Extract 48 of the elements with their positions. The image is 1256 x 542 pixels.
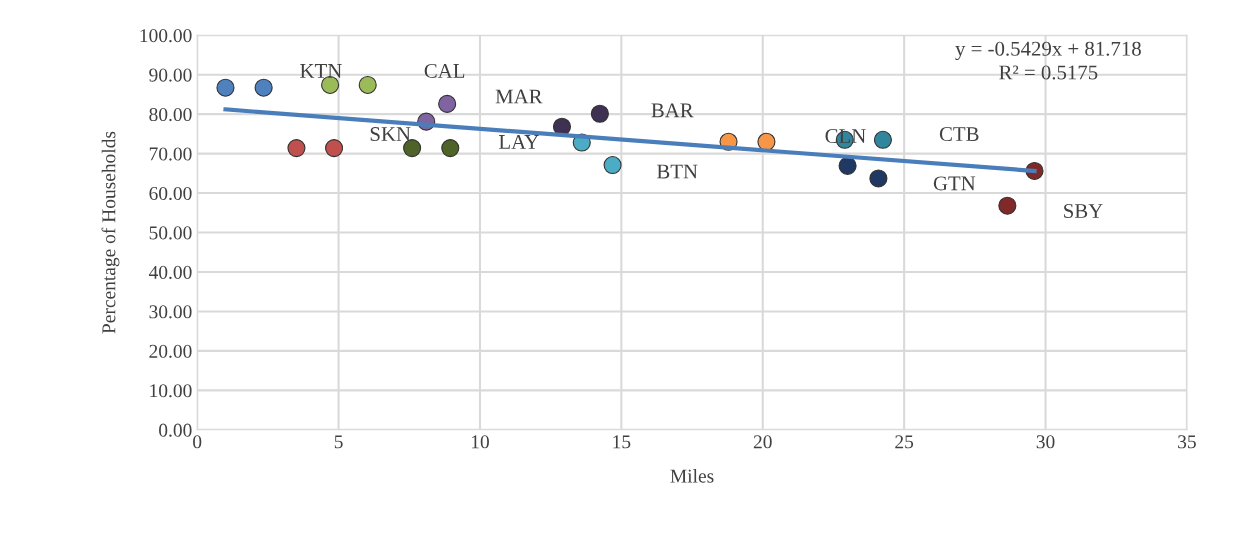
annotation: MAR: [495, 89, 543, 104]
y-tick-label: 50.00: [149, 226, 192, 240]
point: [254, 78, 273, 97]
point: [603, 155, 622, 175]
point: [838, 156, 857, 175]
point: [216, 78, 235, 97]
point: [287, 139, 306, 158]
annotation: CTB: [939, 127, 979, 142]
y-tick-label: 80.00: [149, 107, 192, 122]
y-tick-label: 30.00: [149, 305, 192, 319]
point: [998, 196, 1017, 215]
point: [403, 139, 422, 158]
x-tick-label: 35: [1178, 435, 1196, 449]
annotation: SKN: [370, 127, 411, 142]
point: [873, 130, 892, 149]
x-tick-label: 20: [753, 435, 772, 449]
annotation: KTN: [300, 64, 342, 78]
y-tick-label: 20.00: [149, 344, 192, 358]
annotation: BTN: [656, 164, 698, 179]
y-axis-title: Percentage of Households: [101, 131, 120, 334]
x-axis-title: Miles: [670, 468, 714, 483]
point: [438, 94, 457, 113]
annotation: CAL: [424, 63, 465, 78]
x-tick-label: 25: [895, 435, 914, 449]
annotation: SBY: [1064, 204, 1103, 218]
x-tick-label: 15: [613, 435, 631, 449]
y-tick-label: 0.00: [159, 423, 192, 437]
annotation: LAY: [499, 134, 539, 149]
y-tick-label: 60.00: [149, 186, 192, 201]
y-tick-label: 70.00: [149, 147, 192, 161]
point: [757, 132, 776, 151]
x-tick-label: 30: [1036, 435, 1055, 449]
point: [869, 169, 888, 188]
y-tick-label: 90.00: [149, 68, 192, 82]
y-tick-label: 10.00: [150, 384, 192, 398]
annotation: BAR: [651, 103, 694, 118]
y-tick-label: 40.00: [148, 265, 192, 279]
annotation: GTN: [933, 176, 976, 191]
x-tick-label: 5: [334, 435, 343, 449]
point: [590, 104, 609, 123]
x-tick-label: 0: [193, 435, 202, 449]
annotation: y = -0.5429x + 81.718: [955, 41, 1141, 61]
annotation: R² = 0.5175: [999, 65, 1098, 80]
point: [324, 139, 344, 158]
x-tick-label: 10: [471, 435, 489, 449]
point: [358, 75, 377, 95]
point: [441, 139, 460, 158]
y-tick-label: 100.00: [140, 29, 192, 43]
